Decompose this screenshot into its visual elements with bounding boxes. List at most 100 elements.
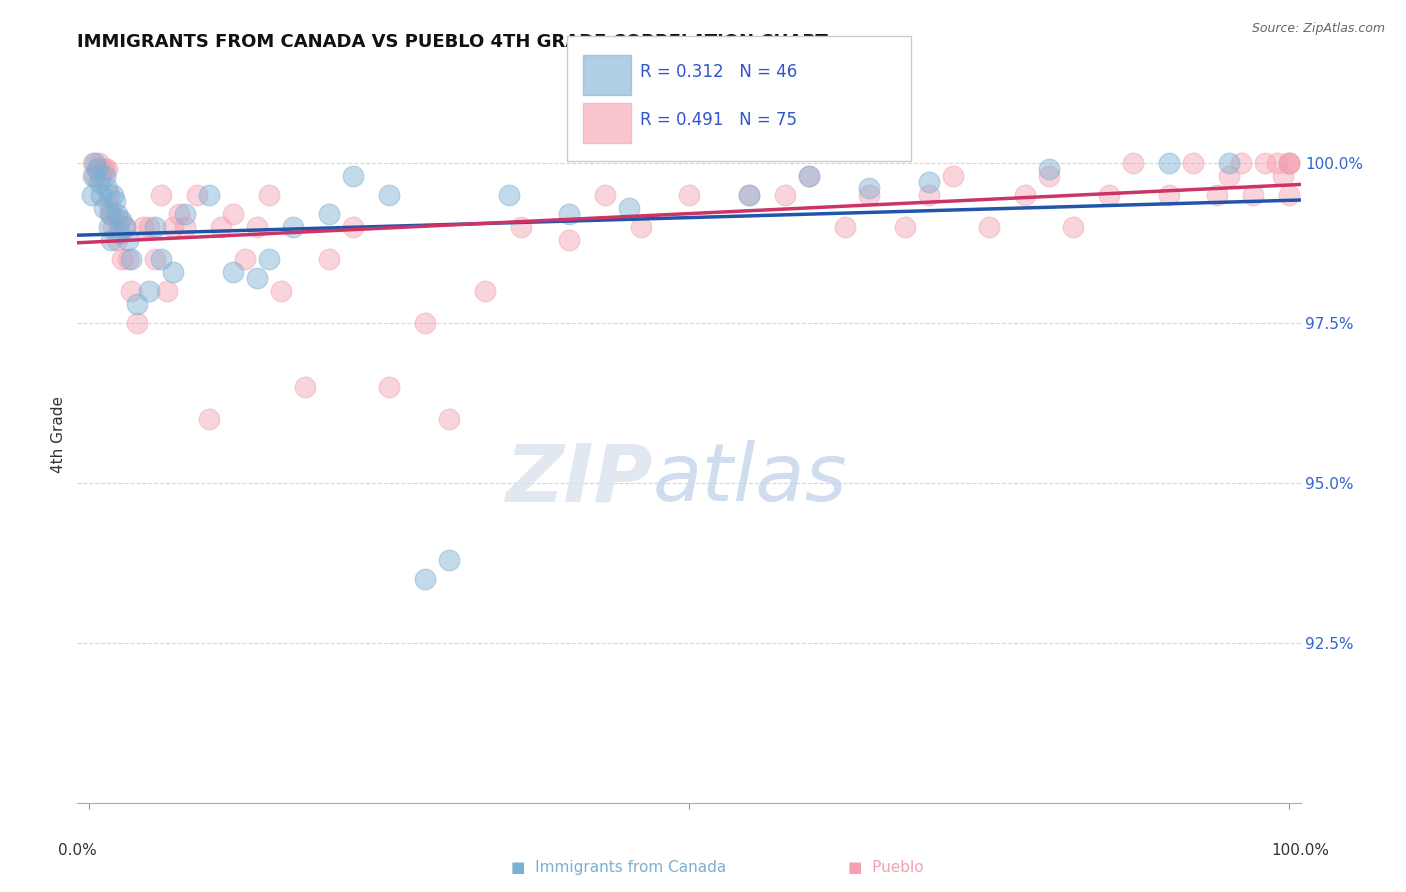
Point — [318, 207, 340, 221]
Point — [558, 233, 581, 247]
Point — [283, 219, 305, 234]
Point — [1277, 156, 1299, 170]
Point — [162, 265, 184, 279]
Point — [132, 219, 155, 234]
Point — [1038, 169, 1060, 183]
Point — [318, 252, 340, 266]
Point — [918, 187, 941, 202]
Point — [127, 296, 149, 310]
Point — [474, 284, 496, 298]
Point — [858, 187, 880, 202]
Point — [87, 175, 110, 189]
Point — [1277, 156, 1299, 170]
Point — [105, 233, 128, 247]
Point — [84, 156, 107, 170]
Point — [84, 169, 107, 183]
Point — [96, 181, 118, 195]
Point — [233, 252, 256, 266]
Point — [209, 219, 232, 234]
Point — [257, 252, 280, 266]
Point — [1218, 169, 1240, 183]
Text: 100.0%: 100.0% — [1271, 843, 1330, 858]
Point — [342, 169, 364, 183]
Point — [143, 252, 166, 266]
Point — [773, 187, 796, 202]
Point — [93, 201, 115, 215]
Point — [114, 219, 136, 234]
Point — [617, 201, 640, 215]
Point — [82, 156, 104, 170]
Text: ZIP: ZIP — [505, 440, 652, 518]
Point — [437, 412, 460, 426]
Point — [91, 162, 114, 177]
Point — [1014, 187, 1036, 202]
Point — [98, 207, 121, 221]
Point — [222, 265, 245, 279]
Point — [558, 207, 581, 221]
Point — [143, 219, 166, 234]
Text: 0.0%: 0.0% — [58, 843, 97, 858]
Point — [942, 169, 965, 183]
Point — [1038, 162, 1060, 177]
Point — [138, 284, 160, 298]
Point — [150, 252, 173, 266]
Point — [90, 169, 112, 183]
Point — [104, 213, 127, 227]
Point — [96, 162, 118, 177]
Point — [110, 213, 132, 227]
Point — [593, 187, 616, 202]
Point — [162, 219, 184, 234]
Point — [138, 219, 160, 234]
Point — [1229, 156, 1251, 170]
Point — [413, 316, 436, 330]
Point — [174, 207, 197, 221]
Point — [86, 162, 108, 177]
Point — [1098, 187, 1121, 202]
Point — [510, 219, 533, 234]
Point — [270, 284, 292, 298]
Point — [103, 219, 125, 234]
Point — [257, 187, 280, 202]
Point — [1253, 156, 1275, 170]
Point — [100, 233, 122, 247]
Point — [94, 169, 117, 183]
Point — [630, 219, 652, 234]
Point — [169, 207, 191, 221]
Point — [413, 572, 436, 586]
Point — [738, 187, 761, 202]
Point — [1218, 156, 1240, 170]
Point — [1277, 187, 1299, 202]
Text: Source: ZipAtlas.com: Source: ZipAtlas.com — [1251, 22, 1385, 36]
Point — [378, 380, 401, 394]
Point — [103, 187, 125, 202]
Point — [738, 187, 761, 202]
Point — [174, 219, 197, 234]
Point — [678, 187, 700, 202]
Point — [1157, 187, 1180, 202]
Text: R = 0.491   N = 75: R = 0.491 N = 75 — [640, 112, 797, 129]
Point — [1265, 156, 1288, 170]
Point — [1271, 169, 1294, 183]
Point — [894, 219, 917, 234]
Point — [977, 219, 1000, 234]
Point — [87, 156, 110, 170]
Point — [86, 162, 108, 177]
Point — [105, 207, 128, 221]
Point — [378, 187, 401, 202]
Point — [246, 219, 269, 234]
Point — [127, 316, 149, 330]
Text: IMMIGRANTS FROM CANADA VS PUEBLO 4TH GRADE CORRELATION CHART: IMMIGRANTS FROM CANADA VS PUEBLO 4TH GRA… — [77, 34, 828, 52]
Point — [97, 187, 120, 202]
Point — [797, 169, 820, 183]
Point — [117, 252, 139, 266]
Point — [294, 380, 316, 394]
Point — [94, 162, 117, 177]
Point — [108, 213, 131, 227]
Point — [97, 219, 120, 234]
Point — [834, 219, 856, 234]
Point — [120, 284, 142, 298]
Point — [90, 187, 112, 202]
Text: atlas: atlas — [652, 440, 846, 518]
Point — [1062, 219, 1084, 234]
Point — [498, 187, 520, 202]
